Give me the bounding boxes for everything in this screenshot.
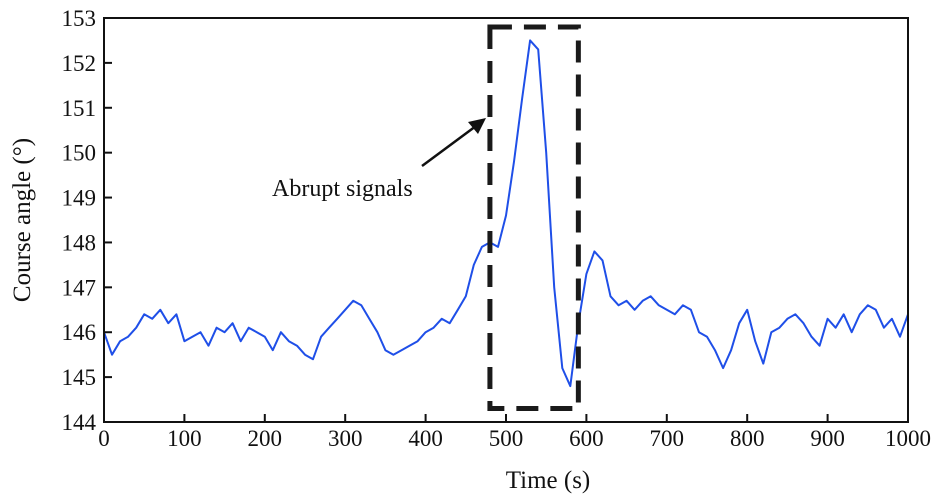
y-tick-label: 145	[62, 365, 97, 390]
y-tick-label: 149	[62, 186, 97, 211]
x-tick-label: 700	[650, 426, 685, 451]
x-tick-label: 200	[248, 426, 283, 451]
x-tick-label: 300	[328, 426, 363, 451]
y-tick-label: 153	[62, 6, 97, 31]
y-tick-label: 147	[62, 275, 97, 300]
x-tick-label: 900	[810, 426, 845, 451]
x-tick-label: 600	[569, 426, 604, 451]
annotation-arrow	[421, 118, 486, 168]
y-tick-label: 144	[62, 410, 97, 435]
y-tick-label: 146	[62, 320, 97, 345]
x-axis-label: Time (s)	[506, 467, 591, 494]
y-tick-label: 151	[62, 96, 97, 121]
annotation-label: Abrupt signals	[272, 176, 413, 202]
y-tick-label: 152	[62, 51, 97, 76]
y-tick-label: 148	[62, 230, 97, 255]
series-line	[103, 39, 909, 388]
plot-area	[103, 39, 909, 388]
plot-frame	[103, 17, 909, 423]
x-tick-label: 0	[98, 426, 110, 451]
abrupt-signals-box	[487, 24, 581, 412]
x-tick-label: 400	[408, 426, 443, 451]
y-axis-label: Course angle (°)	[9, 138, 36, 302]
x-tick-label: 800	[730, 426, 765, 451]
axis-ticks: 0 100 200 300 400 500 600 700 800 900 1000 144 145 14…	[62, 6, 932, 451]
y-tick-label: 150	[62, 141, 97, 166]
x-tick-label: 1000	[885, 426, 931, 451]
x-tick-label: 500	[489, 426, 524, 451]
x-tick-label: 100	[167, 426, 202, 451]
